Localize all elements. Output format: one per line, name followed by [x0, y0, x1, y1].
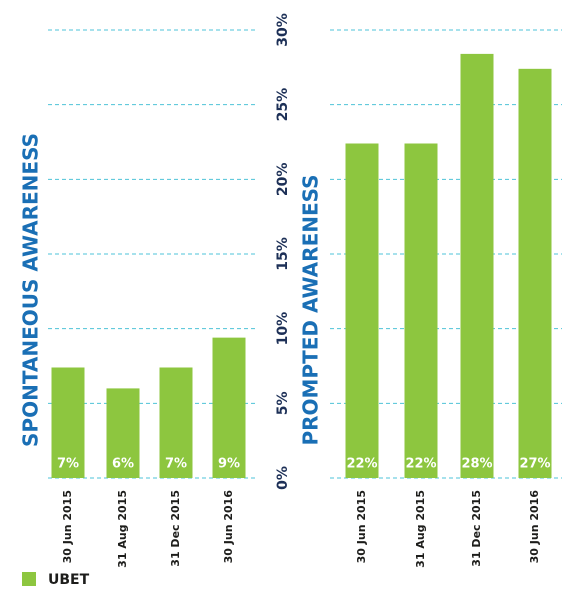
x-tick-label: 30 Jun 2016 [528, 490, 541, 564]
bar [345, 143, 379, 478]
bar [159, 367, 193, 478]
bar [106, 388, 140, 478]
legend-swatch [22, 572, 36, 586]
y-tick-label: 30% [275, 13, 291, 47]
x-tick-label: 30 Jun 2015 [61, 490, 74, 563]
legend-label: UBET [48, 572, 90, 588]
x-tick-label: 31 Aug 2015 [414, 490, 427, 568]
x-tick-label: 31 Dec 2015 [169, 490, 182, 567]
y-tick-label: 10% [275, 312, 291, 346]
value-label: 27% [519, 457, 550, 472]
axis-title: PROMPTED AWARENESS [299, 174, 323, 445]
x-tick-label: 31 Aug 2015 [116, 490, 129, 568]
bar [518, 68, 552, 479]
value-label: 28% [461, 457, 492, 472]
y-tick-label: 15% [275, 237, 291, 271]
bar [51, 367, 85, 478]
bar [212, 337, 246, 478]
value-label: 6% [112, 457, 134, 472]
y-tick-label: 0% [275, 466, 291, 490]
bar [460, 53, 494, 478]
y-tick-label: 5% [275, 391, 291, 415]
x-tick-label: 31 Dec 2015 [470, 490, 483, 567]
value-label: 9% [218, 457, 240, 472]
value-label: 22% [346, 457, 377, 472]
axis-title: SPONTANEOUS AWARENESS [19, 133, 43, 447]
y-tick-label: 20% [275, 163, 291, 197]
x-tick-label: 30 Jun 2016 [222, 490, 235, 564]
value-label: 22% [405, 457, 436, 472]
x-tick-label: 30 Jun 2015 [355, 490, 368, 563]
y-tick-label: 25% [275, 88, 291, 122]
value-label: 7% [57, 457, 79, 472]
value-label: 7% [165, 457, 187, 472]
bar [404, 143, 438, 478]
